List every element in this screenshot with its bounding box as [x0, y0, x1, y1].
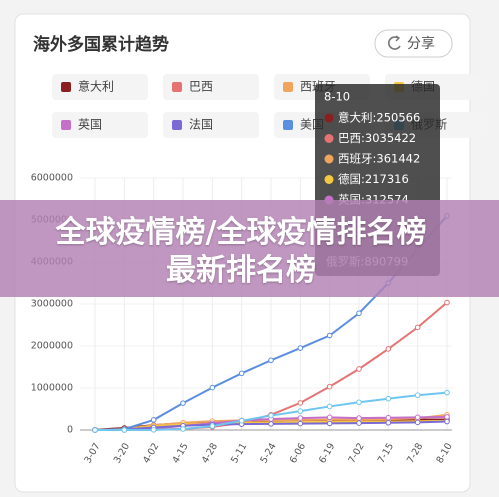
data-point — [356, 415, 362, 421]
legend-swatch — [61, 120, 71, 130]
data-point — [150, 417, 157, 423]
data-point — [356, 310, 362, 317]
legend-label: 巴西 — [189, 80, 213, 94]
data-point — [385, 419, 392, 426]
tooltip-dot — [324, 134, 334, 143]
data-point — [385, 414, 392, 421]
share-label[interactable]: 分享 — [407, 35, 435, 52]
data-point — [180, 400, 186, 406]
legend-swatch — [172, 120, 182, 130]
data-point — [444, 389, 450, 396]
legend-swatch — [172, 82, 182, 92]
tooltip-item: 西班牙:361442 — [338, 152, 420, 166]
y-tick-label: 2000000 — [31, 341, 73, 352]
data-point — [180, 426, 186, 432]
data-point — [444, 299, 450, 306]
data-point — [326, 403, 333, 410]
tooltip-dot — [324, 113, 334, 123]
data-point — [238, 370, 245, 377]
data-point — [209, 423, 216, 429]
data-point — [150, 427, 157, 433]
data-point — [414, 324, 421, 331]
legend-item — [163, 74, 259, 100]
tooltip-title: 8-10 — [324, 90, 350, 104]
data-point — [385, 395, 392, 402]
data-point — [444, 418, 450, 425]
data-point — [326, 332, 333, 339]
data-point — [268, 357, 274, 364]
data-point — [326, 420, 333, 427]
data-point — [297, 408, 304, 414]
data-point — [297, 415, 304, 421]
data-point — [414, 414, 421, 421]
data-point — [268, 412, 274, 419]
data-point — [385, 346, 392, 352]
data-point — [238, 417, 245, 424]
y-tick-label: 1000000 — [31, 383, 73, 394]
legend-label: 英国 — [78, 118, 102, 132]
tooltip-dot — [324, 175, 334, 184]
data-point — [92, 427, 98, 433]
legend-item — [52, 112, 148, 138]
tooltip-item: 巴西:3035422 — [338, 131, 416, 145]
tooltip-item: 意大利:250566 — [338, 111, 420, 125]
data-point — [356, 399, 362, 406]
y-tick-label: 6000000 — [31, 173, 73, 184]
y-tick-label: 3000000 — [31, 299, 73, 310]
tooltip-dot — [324, 154, 334, 164]
data-point — [414, 419, 421, 426]
share-icon — [387, 36, 401, 50]
data-point — [121, 427, 128, 433]
data-point — [444, 414, 450, 420]
legend-swatch — [61, 82, 71, 92]
data-point — [209, 384, 216, 391]
data-point — [356, 366, 362, 372]
legend-item — [163, 112, 259, 138]
chart-title: 海外多国累计趋势 — [33, 34, 169, 55]
data-point — [414, 392, 421, 399]
legend-swatch — [283, 120, 293, 130]
data-point — [268, 421, 274, 427]
tooltip-item: 德国:217316 — [338, 172, 409, 186]
legend-swatch — [283, 82, 293, 92]
data-point — [326, 383, 333, 390]
data-point — [297, 345, 304, 351]
banner: 全球疫情榜/全球疫情排名榜最新排名榜 — [0, 200, 499, 297]
data-point — [356, 420, 362, 426]
share-icon-arrow — [395, 35, 401, 42]
legend-label: 意大利 — [78, 79, 114, 94]
y-tick-label: 0 — [67, 425, 73, 436]
data-point — [326, 414, 333, 421]
data-point — [297, 420, 304, 427]
banner-text: 全球疫情榜/全球疫情排名榜最新排名榜 — [55, 215, 427, 288]
legend-item — [52, 74, 148, 100]
data-point — [297, 400, 304, 406]
legend-label: 法国 — [189, 118, 213, 132]
